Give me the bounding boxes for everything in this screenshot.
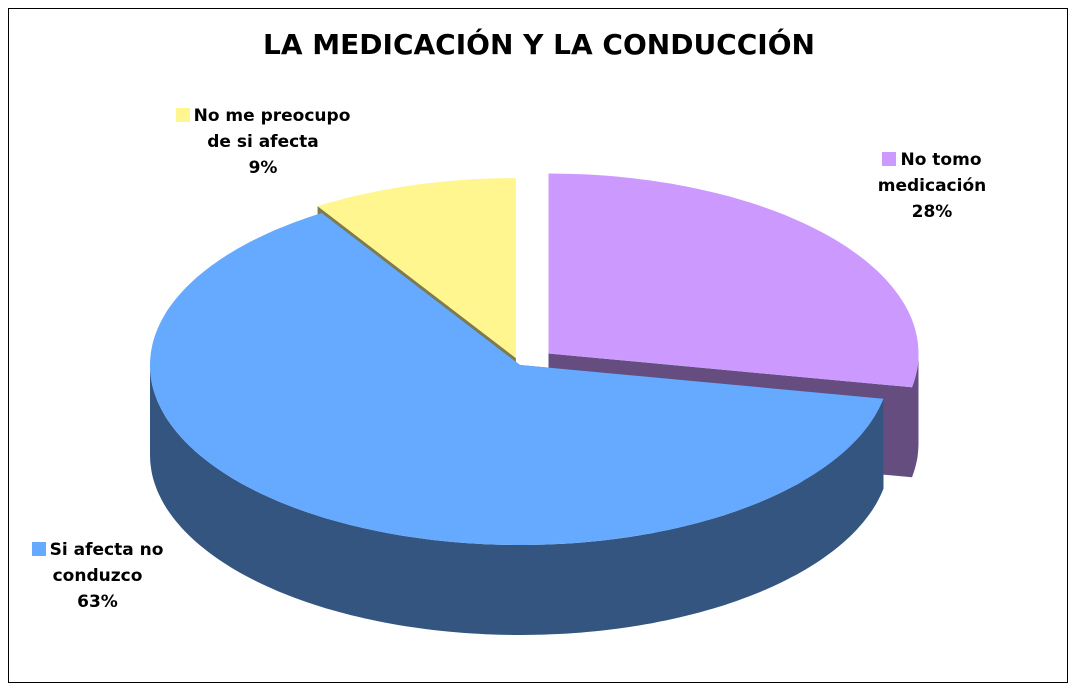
label-value: 28% bbox=[911, 202, 953, 222]
label-category: Si afecta no conduzco bbox=[49, 540, 164, 586]
data-label: Si afecta no conduzco 63% bbox=[10, 537, 185, 615]
slice-side bbox=[912, 353, 919, 478]
data-label: No me preocupo de si afecta 9% bbox=[168, 103, 358, 181]
slice bbox=[150, 213, 884, 545]
legend-swatch bbox=[175, 108, 190, 122]
label-category: No tomo medicación bbox=[877, 150, 987, 196]
slice-side bbox=[150, 365, 884, 635]
slice bbox=[548, 173, 919, 388]
label-value: 63% bbox=[77, 592, 118, 612]
chart-title: LA MEDICACIÓN Y LA CONDUCCIÓN bbox=[263, 28, 815, 61]
legend-swatch bbox=[31, 542, 46, 556]
data-label: No tomo medicación 28% bbox=[842, 147, 1022, 225]
label-value: 9% bbox=[248, 158, 278, 178]
legend-swatch bbox=[882, 152, 897, 166]
label-category: No me preocupo de si afecta bbox=[193, 106, 351, 152]
slice bbox=[317, 178, 516, 359]
chart-frame bbox=[8, 8, 1068, 683]
